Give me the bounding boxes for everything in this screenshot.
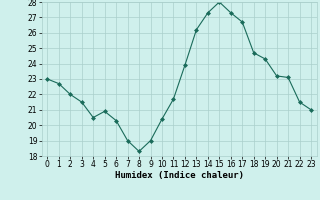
X-axis label: Humidex (Indice chaleur): Humidex (Indice chaleur) bbox=[115, 171, 244, 180]
